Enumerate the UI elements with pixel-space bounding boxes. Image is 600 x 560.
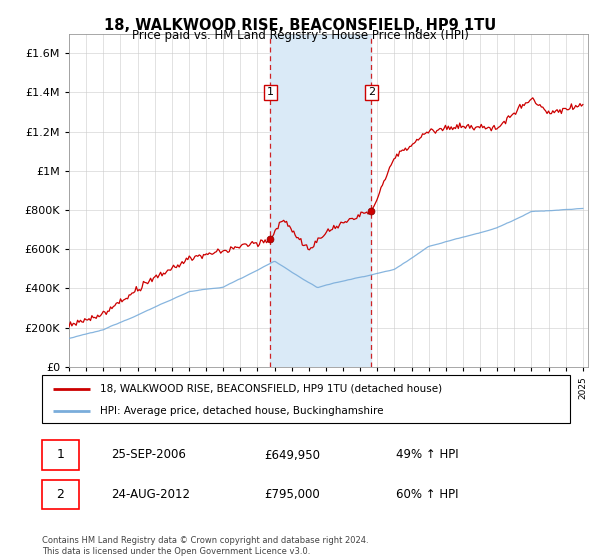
Text: £649,950: £649,950 [264,449,320,461]
Text: 2: 2 [368,87,375,97]
Text: 18, WALKWOOD RISE, BEACONSFIELD, HP9 1TU (detached house): 18, WALKWOOD RISE, BEACONSFIELD, HP9 1TU… [100,384,442,394]
Text: Price paid vs. HM Land Registry's House Price Index (HPI): Price paid vs. HM Land Registry's House … [131,29,469,42]
Text: 49% ↑ HPI: 49% ↑ HPI [396,449,458,461]
Text: £795,000: £795,000 [264,488,320,501]
Text: 25-SEP-2006: 25-SEP-2006 [110,449,185,461]
Bar [270,34,371,367]
Text: Contains HM Land Registry data © Crown copyright and database right 2024.
This d: Contains HM Land Registry data © Crown c… [42,536,368,556]
Text: 18, WALKWOOD RISE, BEACONSFIELD, HP9 1TU: 18, WALKWOOD RISE, BEACONSFIELD, HP9 1TU [104,18,496,34]
Text: HPI: Average price, detached house, Buckinghamshire: HPI: Average price, detached house, Buck… [100,406,383,416]
Text: 1: 1 [56,449,64,461]
Text: 1: 1 [267,87,274,97]
Text: 24-AUG-2012: 24-AUG-2012 [110,488,190,501]
FancyBboxPatch shape [42,440,79,469]
Text: 2: 2 [56,488,64,501]
Text: 60% ↑ HPI: 60% ↑ HPI [396,488,458,501]
FancyBboxPatch shape [42,479,79,508]
